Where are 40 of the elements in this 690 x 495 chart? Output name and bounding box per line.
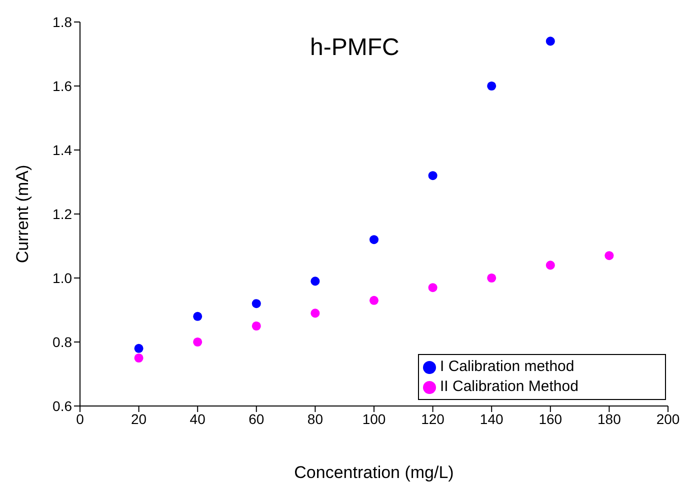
x-tick-label: 20	[131, 410, 147, 427]
y-axis-title: Current (mA)	[13, 164, 32, 264]
point	[310, 276, 320, 286]
y-tick-label: 1.0	[52, 270, 72, 286]
point	[428, 171, 438, 180]
point	[193, 337, 202, 347]
point	[369, 296, 379, 305]
x-tick-label: 100	[362, 410, 386, 427]
x-tick-label: 80	[307, 410, 324, 427]
point	[546, 36, 555, 46]
x-tick-label: 160	[538, 410, 562, 427]
point	[487, 81, 496, 91]
y-tick-label: 1.6	[52, 78, 72, 94]
x-tick-label: 180	[598, 410, 622, 427]
point	[310, 308, 320, 318]
legend-label: I Calibration method	[440, 358, 574, 375]
y-tick-label: 0.6	[52, 398, 72, 414]
point	[428, 283, 438, 292]
legend-label: II Calibration Method	[440, 378, 578, 395]
x-tick-label: 120	[421, 410, 445, 427]
point	[252, 299, 261, 308]
x-tick-label: 200	[656, 410, 680, 427]
y-tick-label: 0.8	[52, 334, 72, 350]
point	[487, 273, 496, 283]
point	[604, 251, 614, 260]
point	[193, 312, 202, 321]
x-tick-label: 60	[248, 410, 264, 427]
x-tick-label: 0	[76, 410, 84, 427]
point	[369, 235, 379, 244]
point	[134, 353, 144, 363]
point	[134, 344, 144, 353]
point	[252, 321, 261, 331]
text: h-PMFC	[310, 34, 400, 62]
y-tick-label: 1.2	[52, 206, 72, 222]
y-tick-label: 1.4	[52, 142, 72, 158]
x-tick-label: 40	[190, 410, 206, 427]
point	[546, 260, 555, 270]
x-axis-title: Concentration (mg/L)	[294, 463, 454, 482]
x-tick-label: 140	[480, 410, 504, 427]
y-tick-label: 1.8	[52, 14, 72, 30]
